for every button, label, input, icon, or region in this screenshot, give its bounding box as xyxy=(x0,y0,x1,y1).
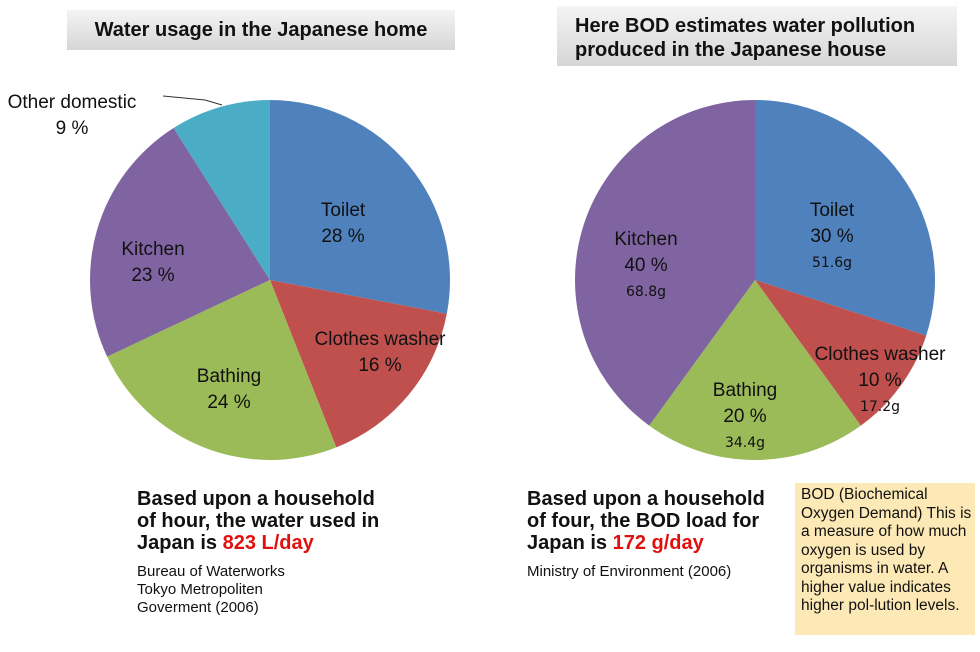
slice-label: Toilet 30 % 51.6g xyxy=(810,198,854,276)
slice-name: Clothes washer xyxy=(314,329,446,350)
leader-line xyxy=(162,95,223,106)
slice-grams: 68.8g xyxy=(625,284,667,300)
slice-percent: 20 % xyxy=(723,406,767,427)
slice-name: Bathing xyxy=(196,366,262,387)
source-water: Bureau of Waterworks Tokyo Metropoliten … xyxy=(137,563,285,616)
summary-highlight: 823 L/day xyxy=(222,532,314,554)
slice-grams: 34.4g xyxy=(724,435,766,451)
pie-slice-kitchen xyxy=(90,128,270,357)
pie-slice-bathing xyxy=(649,280,861,461)
bod-definition-note: BOD (Biochemical Oxygen Demand) This is … xyxy=(795,483,975,635)
pie-slice-clothes-washer xyxy=(755,280,927,426)
slice-name: Bathing xyxy=(712,380,778,401)
summary-bod: Based upon a household of four, the BOD … xyxy=(527,488,765,554)
slice-name: Other domestic xyxy=(7,92,137,113)
summary-water: Based upon a household of hour, the wate… xyxy=(137,488,379,554)
slice-name: Kitchen xyxy=(121,239,185,260)
summary-line: Japan is xyxy=(527,532,613,554)
slice-percent: 16 % xyxy=(358,355,402,376)
pie-slice-toilet xyxy=(270,100,450,314)
summary-highlight: 172 g/day xyxy=(612,532,704,554)
slice-name: Toilet xyxy=(320,200,366,221)
pie-slice-other-domestic xyxy=(173,100,270,280)
slice-percent: 28 % xyxy=(321,226,365,247)
slice-percent: 30 % xyxy=(810,226,854,247)
slice-label: Kitchen 40 % 68.8g xyxy=(614,227,677,305)
slice-label: Bathing 24 % xyxy=(197,364,261,416)
pie-slice-toilet xyxy=(755,100,936,336)
slice-grams: 17.2g xyxy=(859,399,901,415)
slice-percent: 10 % xyxy=(858,370,902,391)
pie-slice-bathing xyxy=(107,280,337,461)
slice-percent: 40 % xyxy=(624,255,668,276)
summary-line: Based upon a household xyxy=(137,488,375,510)
slice-name: Toilet xyxy=(809,200,855,221)
slice-label: Bathing 20 % 34.4g xyxy=(713,378,777,456)
slice-percent: 24 % xyxy=(207,392,251,413)
summary-line: Based upon a household xyxy=(527,488,765,510)
slice-label: Kitchen 23 % xyxy=(121,237,184,289)
summary-line: of hour, the water used in xyxy=(137,510,380,532)
slice-percent: 9 % xyxy=(55,118,89,139)
chart-title-water-usage: Water usage in the Japanese home xyxy=(67,10,455,50)
pie-slice-clothes-washer xyxy=(270,280,447,448)
summary-line: Japan is xyxy=(137,532,223,554)
pie-slice-kitchen xyxy=(575,100,755,426)
slice-percent: 23 % xyxy=(131,265,175,286)
slice-grams: 51.6g xyxy=(811,255,853,271)
chart-title-bod: Here BOD estimates water pollution produ… xyxy=(557,6,957,66)
slice-label: Toilet 28 % xyxy=(321,198,365,250)
slice-label: Clothes washer 16 % xyxy=(315,327,446,379)
slice-label: Clothes washer 10 % 17.2g xyxy=(815,342,946,420)
slice-name: Clothes washer xyxy=(814,344,946,365)
summary-line: of four, the BOD load for xyxy=(527,510,760,532)
source-bod: Ministry of Environment (2006) xyxy=(527,563,732,580)
slice-label: Other domestic 9 % xyxy=(8,90,137,142)
slice-name: Kitchen xyxy=(614,229,678,250)
